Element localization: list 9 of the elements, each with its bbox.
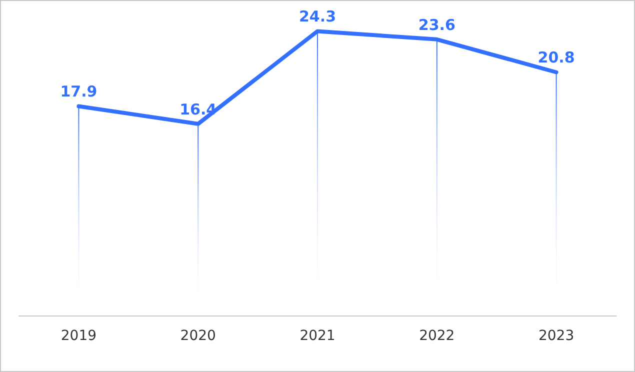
x-tick-label: 2023 bbox=[538, 328, 574, 344]
x-tick-label: 2019 bbox=[60, 328, 97, 344]
x-tick-label: 2021 bbox=[300, 328, 336, 344]
data-label: 17.9 bbox=[60, 82, 98, 101]
data-label: 20.8 bbox=[538, 48, 575, 67]
data-label: 24.3 bbox=[298, 8, 336, 26]
x-tick-label: 2020 bbox=[180, 328, 216, 344]
data-label: 23.6 bbox=[418, 16, 456, 34]
x-tick-label: 2022 bbox=[419, 328, 455, 344]
